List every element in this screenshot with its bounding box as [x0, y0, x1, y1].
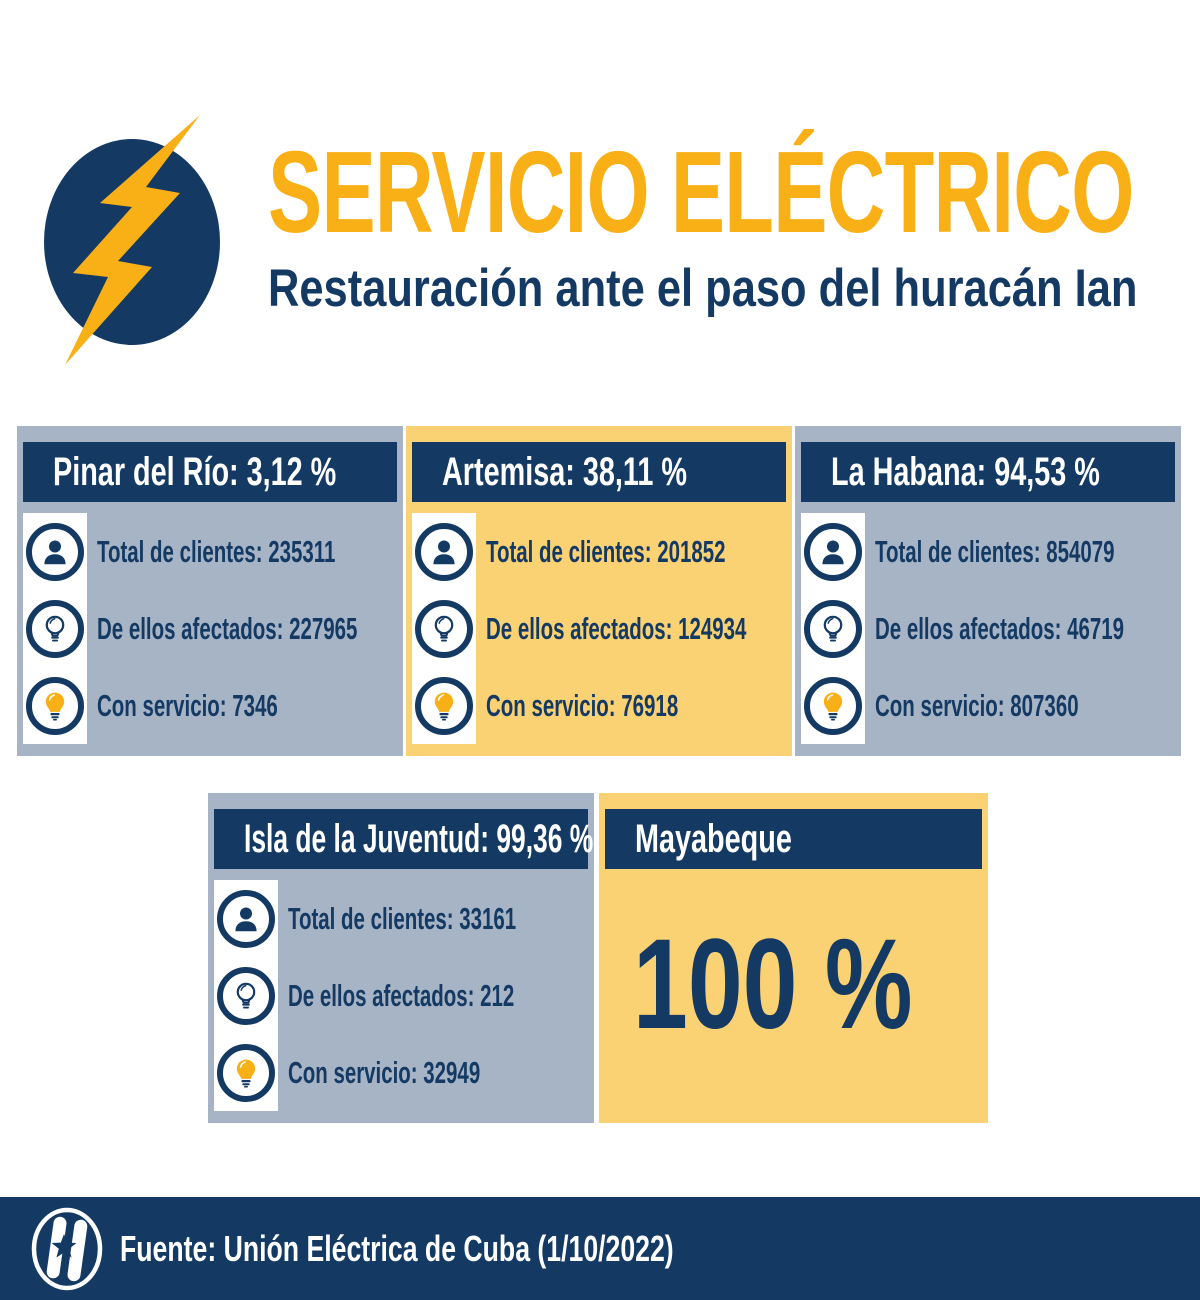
bulb-on-icon — [217, 1043, 275, 1102]
stat-row-total-clients: Total de clientes: 235311 — [23, 513, 397, 590]
province-title: La Habana: 94,53 % — [831, 449, 1100, 494]
bulb-on-icon — [415, 676, 473, 735]
stat-row-affected: De ellos afectados: 46719 — [801, 590, 1175, 667]
stat-total-clients: Total de clientes: 33161 — [288, 900, 517, 936]
masthead: SERVICIO ELÉCTRICO Restauración ante el … — [268, 134, 1200, 315]
stat-total-clients: Total de clientes: 235311 — [97, 533, 336, 569]
stat-affected: De ellos afectados: 212 — [288, 977, 515, 1013]
province-stats: Total de clientes: 854079 De ellos afect… — [801, 513, 1175, 744]
bulb-on-icon — [804, 676, 862, 735]
stat-row-with-service: Con servicio: 7346 — [23, 667, 397, 744]
province-title: Pinar del Río: 3,12 % — [53, 449, 337, 494]
province-card-isla-de-la-juventud: Isla de la Juventud: 99,36 % Total de cl… — [208, 793, 594, 1123]
stat-row-total-clients: Total de clientes: 33161 — [214, 880, 588, 957]
stat-affected: De ellos afectados: 46719 — [875, 610, 1125, 646]
bulb-off-icon — [415, 599, 473, 658]
stat-total-clients: Total de clientes: 201852 — [486, 533, 726, 569]
person-icon — [804, 522, 862, 581]
restored-percent-value: 100 % — [633, 913, 913, 1056]
stat-affected: De ellos afectados: 124934 — [486, 610, 747, 646]
province-card-header: La Habana: 94,53 % — [801, 442, 1175, 502]
stat-row-with-service: Con servicio: 76918 — [412, 667, 786, 744]
bulb-off-icon — [217, 966, 275, 1025]
province-card-header: Artemisa: 38,11 % — [412, 442, 786, 502]
province-card-mayabeque: Mayabeque 100 % — [599, 793, 988, 1123]
stat-affected: De ellos afectados: 227965 — [97, 610, 358, 646]
bulb-on-icon — [26, 676, 84, 735]
province-title: Mayabeque — [635, 816, 792, 861]
lightning-icon — [44, 115, 220, 365]
person-icon — [415, 522, 473, 581]
source-text: Fuente: Unión Eléctrica de Cuba (1/10/20… — [120, 1227, 674, 1269]
province-stats: Total de clientes: 33161 De ellos afecta… — [214, 880, 588, 1111]
page-title: SERVICIO ELÉCTRICO — [268, 127, 1134, 257]
province-card-la-habana: La Habana: 94,53 % Total de clientes: 85… — [795, 426, 1181, 756]
province-stats: Total de clientes: 201852 De ellos afect… — [412, 513, 786, 744]
stat-with-service: Con servicio: 32949 — [288, 1054, 481, 1090]
province-card-artemisa: Artemisa: 38,11 % Total de clientes: 201… — [406, 426, 792, 756]
bulb-off-icon — [26, 599, 84, 658]
province-stats: Total de clientes: 235311 De ellos afect… — [23, 513, 397, 744]
province-title: Isla de la Juventud: 99,36 % — [244, 816, 594, 861]
stat-row-total-clients: Total de clientes: 201852 — [412, 513, 786, 590]
province-title: Artemisa: 38,11 % — [442, 449, 687, 494]
page-subtitle: Restauración ante el paso del huracán Ia… — [268, 259, 1138, 318]
stat-row-affected: De ellos afectados: 227965 — [23, 590, 397, 667]
stat-row-affected: De ellos afectados: 212 — [214, 957, 588, 1034]
stat-with-service: Con servicio: 7346 — [97, 687, 278, 723]
person-icon — [26, 522, 84, 581]
source-logo-icon — [31, 1207, 103, 1290]
person-icon — [217, 889, 275, 948]
stat-with-service: Con servicio: 76918 — [486, 687, 679, 723]
stat-row-with-service: Con servicio: 807360 — [801, 667, 1175, 744]
stat-with-service: Con servicio: 807360 — [875, 687, 1079, 723]
province-card-header: Isla de la Juventud: 99,36 % — [214, 809, 593, 869]
province-card-pinar-del-rio: Pinar del Río: 3,12 % Total de clientes:… — [17, 426, 403, 756]
stat-total-clients: Total de clientes: 854079 — [875, 533, 1115, 569]
source-footer: Fuente: Unión Eléctrica de Cuba (1/10/20… — [0, 1197, 1200, 1300]
stat-row-total-clients: Total de clientes: 854079 — [801, 513, 1175, 590]
stat-row-with-service: Con servicio: 32949 — [214, 1034, 588, 1111]
province-card-header: Mayabeque — [605, 809, 982, 869]
bulb-off-icon — [804, 599, 862, 658]
province-card-header: Pinar del Río: 3,12 % — [23, 442, 397, 502]
stat-row-affected: De ellos afectados: 124934 — [412, 590, 786, 667]
